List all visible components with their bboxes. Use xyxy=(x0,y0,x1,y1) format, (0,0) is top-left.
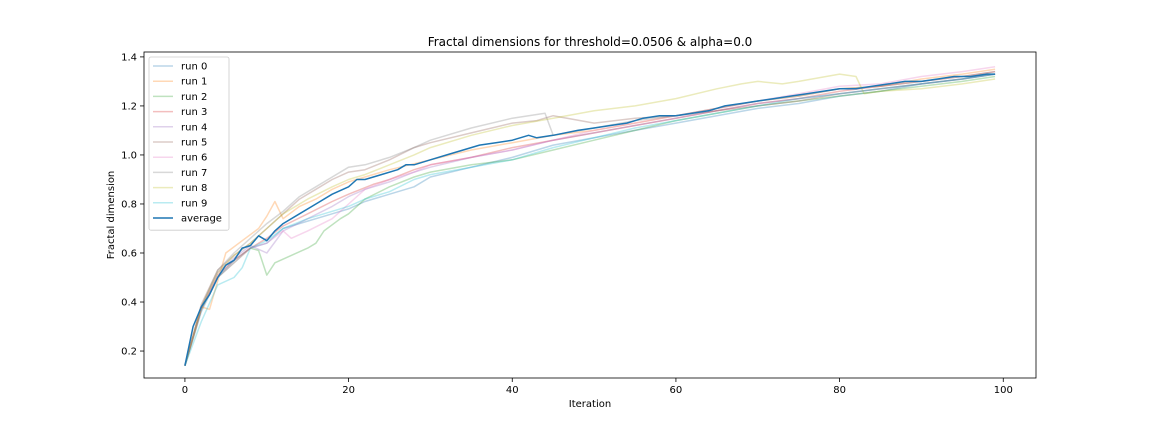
legend-label: run 2 xyxy=(181,92,207,103)
legend-label: run 0 xyxy=(181,62,207,73)
y-tick-label: 1.0 xyxy=(121,150,137,161)
plot-frame xyxy=(143,51,1037,379)
x-tick-label: 100 xyxy=(994,385,1013,396)
legend: run 0 run 1 run 2 run 3 run 4 run 5 run 6 run 7… xyxy=(148,56,230,231)
y-tick-label: 1.4 xyxy=(121,52,137,63)
series-line-run-4 xyxy=(184,73,996,366)
plot-lines xyxy=(184,65,996,366)
legend-label: run 6 xyxy=(181,153,207,164)
series-line-run-1 xyxy=(184,68,996,366)
series-line-run-5 xyxy=(184,73,996,366)
y-axis: 0.2 0.4 0.6 0.8 1.0 1.2 1.4 xyxy=(121,52,144,358)
series-line-average xyxy=(184,73,996,366)
legend-label: run 8 xyxy=(181,183,207,194)
x-tick-label: 60 xyxy=(670,385,683,396)
x-tick-label: 40 xyxy=(506,385,519,396)
x-tick-label: 80 xyxy=(833,385,846,396)
y-tick-label: 0.2 xyxy=(121,347,137,358)
legend-label: run 3 xyxy=(181,107,207,118)
series-line-run-3 xyxy=(184,70,996,366)
series-line-run-6 xyxy=(184,65,996,366)
y-tick-label: 0.4 xyxy=(121,298,137,309)
series-line-run-0 xyxy=(184,73,996,366)
legend-label: run 7 xyxy=(181,168,207,179)
y-tick-label: 0.8 xyxy=(121,199,137,210)
series-line-run-8 xyxy=(184,73,996,366)
legend-label: run 9 xyxy=(181,198,207,209)
legend-label: run 4 xyxy=(181,122,207,133)
x-tick-label: 0 xyxy=(182,385,188,396)
legend-label: run 5 xyxy=(181,138,207,149)
series-line-run-7 xyxy=(184,70,996,366)
y-axis-label: Fractal dimension xyxy=(106,171,117,260)
series-line-run-9 xyxy=(184,73,996,366)
x-tick-label: 20 xyxy=(342,385,355,396)
legend-label: run 1 xyxy=(181,77,207,88)
x-axis-label: Iteration xyxy=(569,399,611,410)
y-tick-label: 1.2 xyxy=(121,101,137,112)
series-line-run-2 xyxy=(184,75,996,366)
legend-label: average xyxy=(181,214,222,225)
x-axis: 0 20 40 60 80 100 xyxy=(182,378,1013,396)
chart-title: Fractal dimensions for threshold=0.0506 … xyxy=(428,35,753,49)
y-tick-label: 0.6 xyxy=(121,248,137,259)
legend-box xyxy=(148,56,230,231)
